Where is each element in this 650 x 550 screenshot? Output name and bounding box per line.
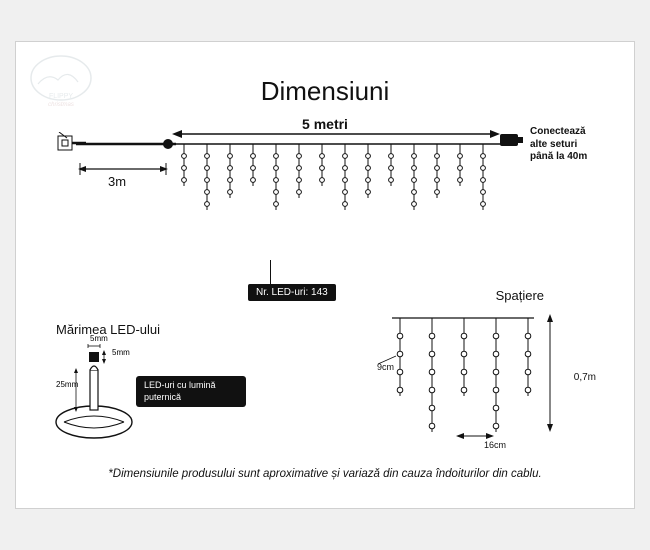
- spacing-diagram: [374, 308, 574, 448]
- led-count-pointer: [270, 260, 271, 284]
- spacing-v-label: 9cm: [377, 362, 394, 372]
- led-5mm-top-label: 5mm: [90, 334, 108, 343]
- led-25mm-label: 25mm: [56, 380, 78, 389]
- led-size-title: Mărimea LED-ului: [56, 322, 160, 337]
- page-title: Dimensiuni: [16, 76, 634, 107]
- connect-note: Conecteazăalte seturipână la 40m: [530, 126, 614, 164]
- led-5mm-side-label: 5mm: [112, 348, 130, 357]
- led-count-badge: Nr. LED-uri: 143: [248, 284, 336, 301]
- spacing-h-label: 16cm: [484, 440, 506, 450]
- plug-right-icon: [498, 130, 524, 155]
- footnote: *Dimensiunile produsului sunt aproximati…: [16, 468, 634, 480]
- led-desc-badge: LED-uri cu lumină puternică: [136, 376, 246, 407]
- spacing-height-label: 0,7m: [574, 372, 596, 383]
- spacing-title: Spațiere: [496, 288, 544, 303]
- diagram-page: FLIPPY christmas Dimensiuni 5 metri 3m: [15, 41, 635, 509]
